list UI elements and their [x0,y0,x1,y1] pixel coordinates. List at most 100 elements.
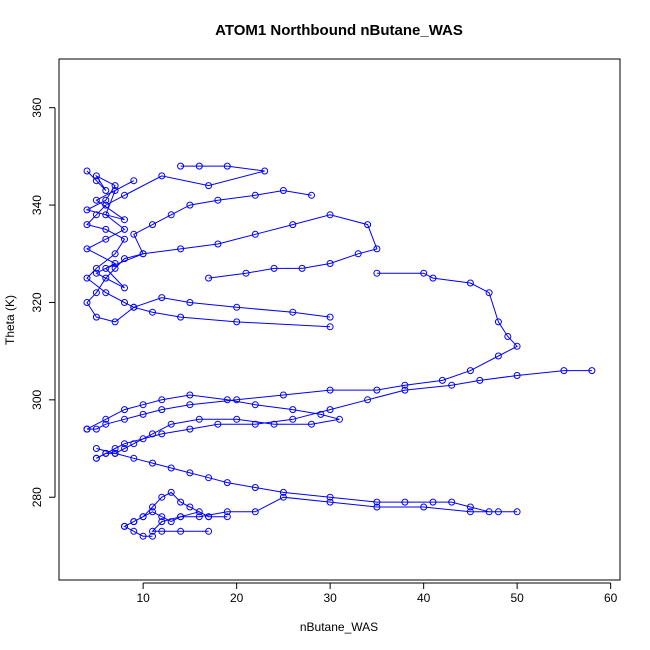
data-point [373,498,381,506]
plot-frame [58,58,621,581]
data-point [186,503,194,511]
data-point [279,391,287,399]
data-point [177,513,185,521]
data-point [466,503,474,511]
x-tick-label: 30 [323,591,337,605]
data-point [251,484,259,491]
x-tick-label: 40 [417,591,431,605]
data-series [92,445,521,535]
data-point [92,264,100,272]
data-point [102,420,110,428]
data-point [139,250,147,258]
data-point [279,493,287,501]
data-point [92,454,100,462]
data-point [158,513,166,521]
data-point [111,187,119,194]
data-point [401,498,409,506]
data-point [121,440,128,448]
data-point [83,299,91,306]
data-point [102,201,110,209]
y-tick-label: 300 [30,390,44,410]
data-point [289,415,297,423]
data-point [326,260,334,267]
data-point [205,513,213,521]
series-line [86,165,331,328]
data-point [177,245,185,253]
data-point [102,196,110,204]
y-tick-label: 340 [30,195,44,215]
data-point [130,303,138,311]
data-point [223,508,231,516]
data-series [83,269,521,433]
data-point [186,201,194,209]
data-point [130,230,138,238]
series-line [96,448,518,532]
data-point [158,527,166,535]
data-point [83,425,91,433]
data-point [233,303,241,311]
data-point [121,406,128,414]
data-point [121,445,128,452]
data-point [205,274,213,282]
data-point [429,274,437,282]
data-point [92,177,100,185]
data-point [270,264,278,272]
data-point [83,167,91,175]
data-point [149,532,156,540]
data-point [420,503,428,511]
data-point [438,376,446,384]
data-point [111,449,119,457]
data-series [121,488,231,540]
data-point [588,367,596,375]
data-point [289,308,297,316]
data-point [364,221,372,229]
x-tick-label: 50 [510,591,524,605]
data-point [195,508,203,516]
data-point [279,187,287,194]
data-point [214,240,222,248]
data-point [308,420,315,428]
x-tick-label: 60 [604,591,618,605]
data-point [121,216,128,224]
data-point [195,415,203,423]
data-point [121,191,128,199]
data-point [513,508,521,516]
data-point [270,420,278,428]
data-point [92,211,100,219]
data-point [233,415,241,423]
data-point [466,508,474,516]
x-tick-label: 20 [230,591,244,605]
data-point [308,191,315,199]
data-point [279,488,287,496]
data-point [223,479,231,487]
data-series [83,391,343,462]
data-point [121,235,128,243]
data-point [513,342,521,350]
data-point [205,527,213,535]
data-point [130,527,138,535]
data-point [560,367,568,375]
data-point [195,162,203,170]
data-point [111,260,119,267]
data-point [251,420,259,428]
x-axis: 10 20 30 40 50 60 [136,582,618,605]
data-point [139,513,147,521]
data-point [289,221,297,229]
data-point [158,406,166,414]
data-point [177,313,185,321]
data-point [476,376,484,384]
data-point [149,508,156,516]
data-point [177,527,185,535]
data-point [158,396,166,404]
data-point [251,508,259,516]
data-point [373,269,381,277]
data-point [149,221,156,229]
data-point [177,162,185,170]
data-point [83,245,91,253]
series-line [85,170,312,289]
data-point [92,172,100,180]
data-point [448,381,456,389]
data-point [261,167,269,175]
data-point [102,264,110,272]
